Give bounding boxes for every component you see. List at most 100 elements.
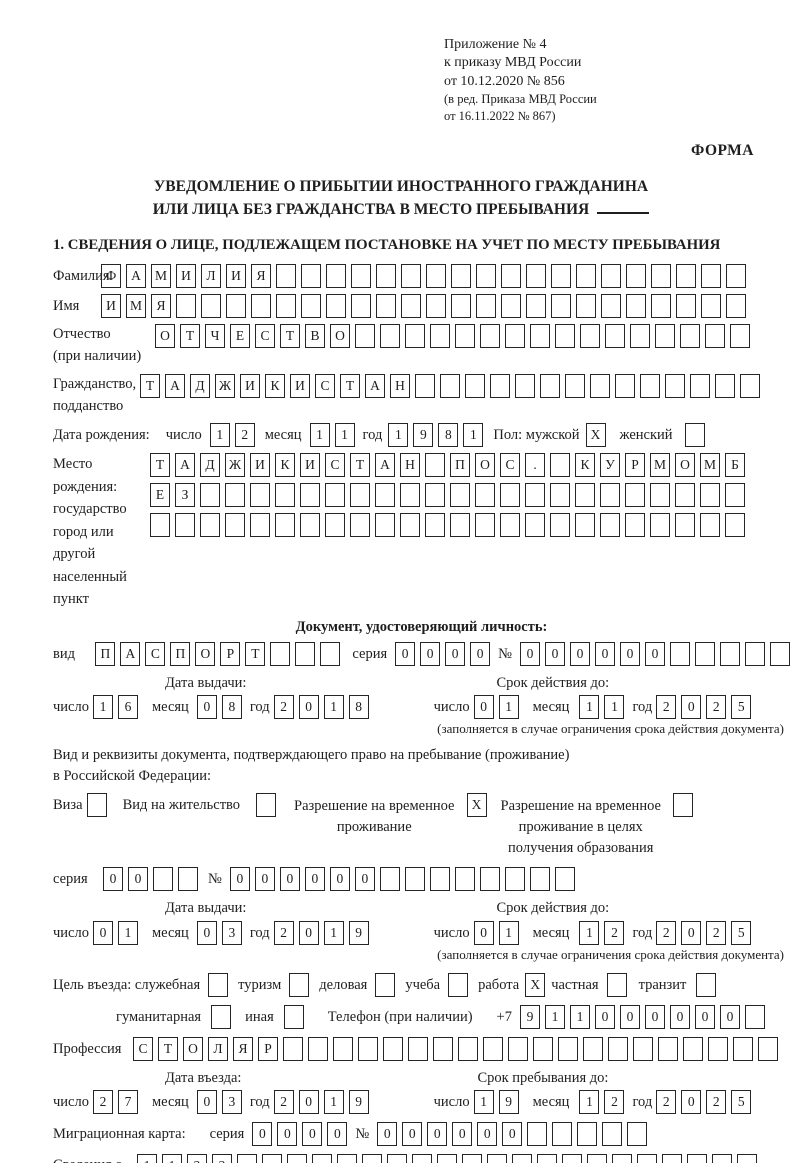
cell[interactable]: [376, 264, 396, 289]
cell[interactable]: [437, 1154, 457, 1163]
cell[interactable]: [301, 294, 321, 319]
cell[interactable]: 0: [327, 1122, 348, 1147]
cell[interactable]: 8: [438, 423, 459, 448]
cell[interactable]: А: [175, 453, 195, 478]
cell[interactable]: Р: [258, 1036, 278, 1061]
cell[interactable]: 6: [117, 695, 138, 720]
cell[interactable]: [587, 1154, 607, 1163]
cell[interactable]: 0: [445, 641, 466, 666]
cell[interactable]: [425, 483, 445, 508]
cell[interactable]: 0: [377, 1122, 398, 1147]
cell[interactable]: [715, 373, 735, 398]
cell[interactable]: Е: [150, 483, 170, 508]
cell[interactable]: Д: [200, 453, 220, 478]
cell[interactable]: [312, 1154, 332, 1163]
cell[interactable]: [175, 513, 195, 538]
cell[interactable]: [730, 324, 750, 349]
cell[interactable]: [401, 294, 421, 319]
cell[interactable]: [625, 483, 645, 508]
cell[interactable]: [583, 1036, 603, 1061]
cell[interactable]: 1: [544, 1004, 565, 1029]
cell[interactable]: [720, 641, 740, 666]
cell[interactable]: [562, 1154, 582, 1163]
cell[interactable]: 0: [719, 1004, 740, 1029]
cell[interactable]: [320, 641, 341, 666]
cell[interactable]: [672, 793, 693, 818]
cell[interactable]: 0: [452, 1122, 473, 1147]
cell[interactable]: [676, 264, 696, 289]
cell[interactable]: [770, 641, 790, 666]
cell[interactable]: Т: [158, 1036, 178, 1061]
cell[interactable]: [745, 641, 765, 666]
cell[interactable]: [475, 483, 495, 508]
cell[interactable]: С: [325, 453, 345, 478]
cell[interactable]: [425, 513, 445, 538]
cell[interactable]: [251, 294, 271, 319]
cell[interactable]: О: [195, 641, 216, 666]
cell[interactable]: 0: [103, 867, 123, 892]
cell[interactable]: [287, 1154, 307, 1163]
cell[interactable]: [465, 373, 485, 398]
cell[interactable]: [580, 324, 600, 349]
cell[interactable]: 0: [329, 867, 350, 892]
cell[interactable]: 1: [137, 1154, 157, 1163]
cell[interactable]: Е: [230, 324, 250, 349]
cell[interactable]: 8: [221, 695, 242, 720]
cell[interactable]: [505, 324, 525, 349]
cell[interactable]: [625, 513, 645, 538]
cell[interactable]: [426, 264, 446, 289]
cell[interactable]: 9: [348, 920, 369, 945]
cell[interactable]: 1: [463, 423, 484, 448]
cell[interactable]: 0: [354, 867, 375, 892]
cell[interactable]: [451, 264, 471, 289]
cell[interactable]: [725, 483, 745, 508]
cell[interactable]: X: [525, 972, 546, 997]
cell[interactable]: [325, 513, 345, 538]
cell[interactable]: [226, 294, 246, 319]
cell[interactable]: [429, 867, 450, 892]
cell[interactable]: [701, 264, 721, 289]
cell[interactable]: 0: [619, 1004, 640, 1029]
cell[interactable]: 0: [298, 1090, 319, 1115]
cell[interactable]: [262, 1154, 282, 1163]
cell[interactable]: 0: [473, 695, 494, 720]
cell[interactable]: 0: [681, 920, 702, 945]
cell[interactable]: 2: [706, 1090, 727, 1115]
cell[interactable]: У: [600, 453, 620, 478]
residence-permit-checkbox[interactable]: [256, 793, 277, 818]
cell[interactable]: 7: [117, 1090, 138, 1115]
representatives-row1-cells[interactable]: 1122: [137, 1154, 757, 1163]
cell[interactable]: О: [330, 324, 350, 349]
cell[interactable]: М: [700, 453, 720, 478]
cell[interactable]: [670, 641, 690, 666]
cell[interactable]: [540, 373, 560, 398]
cell[interactable]: [440, 373, 460, 398]
cell[interactable]: [301, 264, 321, 289]
cell[interactable]: Н: [400, 453, 420, 478]
cell[interactable]: [275, 483, 295, 508]
cell[interactable]: 2: [234, 423, 255, 448]
cell[interactable]: [208, 972, 229, 997]
cell[interactable]: 0: [681, 695, 702, 720]
cell[interactable]: [383, 1036, 403, 1061]
cell[interactable]: [577, 1122, 598, 1147]
cell[interactable]: 2: [92, 1090, 113, 1115]
cell[interactable]: [200, 513, 220, 538]
cell[interactable]: С: [500, 453, 520, 478]
cell[interactable]: Я: [251, 264, 271, 289]
cell[interactable]: О: [675, 453, 695, 478]
cell[interactable]: [758, 1036, 778, 1061]
cell[interactable]: [400, 513, 420, 538]
cell[interactable]: 0: [681, 1090, 702, 1115]
cell[interactable]: З: [175, 483, 195, 508]
cell[interactable]: 1: [498, 920, 519, 945]
cell[interactable]: 2: [706, 920, 727, 945]
cell[interactable]: 9: [348, 1090, 369, 1115]
cell[interactable]: [537, 1154, 557, 1163]
cell[interactable]: [601, 294, 621, 319]
cell[interactable]: А: [126, 264, 146, 289]
